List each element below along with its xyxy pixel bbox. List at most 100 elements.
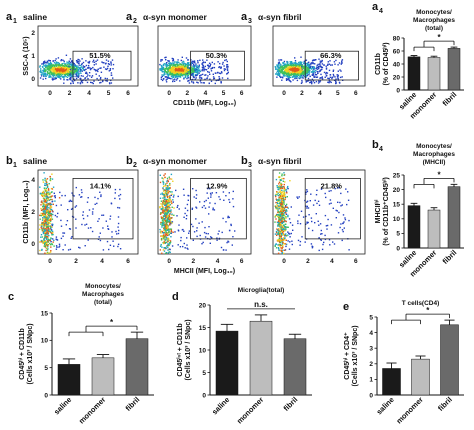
event-dot — [186, 214, 188, 217]
event-dot — [60, 59, 62, 62]
x-tick-label: 4 — [318, 90, 322, 97]
event-dot — [302, 75, 304, 77]
event-dot — [169, 196, 171, 199]
event-dot — [227, 240, 229, 242]
event-dot — [292, 229, 294, 231]
event-dot — [308, 73, 310, 76]
event-dot — [164, 202, 167, 204]
event-dot — [80, 72, 82, 74]
event-dot — [329, 76, 331, 78]
event-dot — [45, 215, 47, 217]
event-dot — [281, 222, 284, 224]
event-dot — [62, 65, 64, 68]
event-dot — [336, 210, 338, 212]
event-dot — [278, 234, 281, 236]
event-dot — [172, 66, 174, 69]
y-axis-label: CD45ʰⁱ + CD4⁺ — [342, 332, 351, 380]
event-dot — [163, 68, 165, 71]
event-dot — [73, 67, 75, 70]
event-dot — [39, 186, 41, 188]
event-dot — [348, 219, 350, 222]
event-dot — [44, 184, 47, 187]
event-dot — [56, 216, 58, 218]
event-dot — [107, 225, 109, 227]
event-dot — [234, 230, 236, 232]
event-dot — [206, 77, 208, 80]
event-dot — [97, 197, 99, 200]
event-dot — [45, 237, 48, 239]
event-dot — [177, 71, 179, 73]
significance-label: * — [110, 318, 114, 327]
event-dot — [293, 76, 295, 78]
event-dot — [42, 190, 45, 193]
event-dot — [277, 210, 280, 213]
event-dot — [45, 208, 47, 211]
event-dot — [229, 201, 231, 203]
event-dot — [73, 195, 75, 197]
event-dot — [328, 69, 331, 72]
event-dot — [50, 229, 53, 231]
event-dot — [44, 212, 46, 215]
event-dot — [46, 242, 48, 245]
event-dot — [231, 244, 233, 246]
event-dot — [197, 82, 199, 84]
event-dot — [278, 241, 281, 243]
event-dot — [312, 59, 314, 61]
event-dot — [51, 234, 53, 236]
event-dot — [45, 249, 47, 252]
event-dot — [218, 78, 220, 80]
event-dot — [56, 239, 59, 241]
event-dot — [281, 205, 283, 208]
event-dot — [290, 69, 292, 72]
event-dot — [161, 71, 164, 73]
event-dot — [176, 65, 179, 67]
event-dot — [341, 61, 343, 64]
x-tick-label: 5 — [336, 90, 340, 97]
event-dot — [201, 66, 204, 69]
event-dot — [67, 74, 69, 76]
event-dot — [102, 214, 105, 216]
event-dot — [278, 228, 280, 230]
event-dot — [289, 180, 291, 182]
event-dot — [337, 78, 339, 80]
event-dot — [160, 76, 163, 79]
event-dot — [291, 243, 293, 246]
event-dot — [44, 177, 46, 180]
event-dot — [49, 177, 52, 180]
event-dot — [196, 67, 198, 69]
panel-sub: 2 — [133, 18, 137, 25]
event-dot — [186, 74, 189, 76]
event-dot — [308, 61, 310, 63]
event-dot — [42, 203, 44, 205]
event-dot — [48, 239, 50, 241]
event-dot — [185, 218, 188, 220]
event-dot — [95, 73, 97, 75]
event-dot — [307, 80, 310, 82]
event-dot — [202, 68, 204, 70]
event-dot — [165, 231, 167, 233]
event-dot — [288, 70, 290, 73]
event-dot — [279, 70, 281, 72]
event-dot — [43, 187, 46, 189]
event-dot — [171, 217, 173, 219]
event-dot — [341, 76, 343, 78]
event-dot — [287, 72, 289, 74]
event-dot — [217, 233, 219, 235]
event-dot — [164, 185, 166, 187]
event-dot — [280, 228, 282, 230]
event-dot — [169, 71, 171, 73]
event-dot — [169, 219, 172, 221]
event-dot — [338, 187, 340, 189]
event-dot — [301, 81, 303, 83]
event-dot — [275, 247, 278, 249]
panel-letter: b — [241, 155, 248, 167]
event-dot — [319, 64, 321, 66]
event-dot — [281, 194, 283, 196]
event-dot — [64, 67, 66, 70]
event-dot — [165, 233, 167, 235]
event-dot — [286, 67, 289, 70]
event-dot — [311, 74, 313, 76]
event-dot — [49, 61, 52, 64]
event-dot — [313, 82, 316, 84]
panel-sub: 4 — [379, 8, 383, 15]
